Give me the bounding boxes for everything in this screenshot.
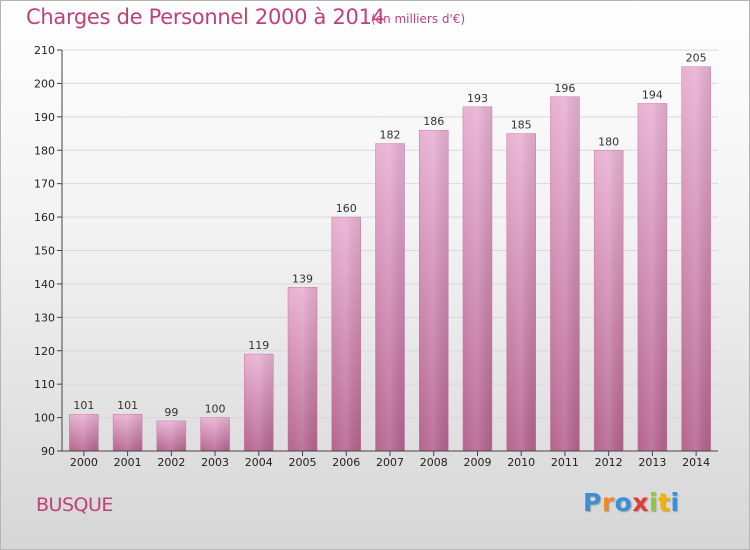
x-tick-label: 2004 <box>245 456 273 469</box>
bar-shine <box>244 354 274 451</box>
logo-letter: t <box>658 488 671 517</box>
y-tick-label: 190 <box>34 111 55 124</box>
chart-subtitle: (en milliers d'€) <box>371 12 466 26</box>
y-tick-label: 210 <box>34 44 55 57</box>
data-label: 186 <box>423 115 444 128</box>
y-tick-label: 150 <box>34 245 55 258</box>
commune-name: BUSQUE <box>36 494 113 516</box>
bar-shine <box>288 287 318 451</box>
data-label: 100 <box>205 403 226 416</box>
data-label: 119 <box>248 339 269 352</box>
y-tick-label: 120 <box>34 345 55 358</box>
data-label: 180 <box>598 135 619 148</box>
bar-shine <box>200 417 230 451</box>
x-tick-label: 2010 <box>507 456 535 469</box>
data-label: 101 <box>73 399 94 412</box>
x-tick-label: 2005 <box>289 456 317 469</box>
bar-shine <box>419 130 449 451</box>
y-tick-label: 180 <box>34 144 55 157</box>
data-label: 160 <box>336 202 357 215</box>
x-tick-label: 2002 <box>157 456 185 469</box>
bar-shine <box>637 103 667 451</box>
logo-letter: i <box>670 488 680 517</box>
logo-letter: P <box>583 488 602 517</box>
bar-shine <box>550 96 580 452</box>
x-tick-label: 2009 <box>463 456 491 469</box>
y-tick-label: 90 <box>41 445 55 458</box>
bar-shine <box>375 143 405 452</box>
x-tick-label: 2000 <box>70 456 98 469</box>
y-tick-label: 200 <box>34 77 55 90</box>
y-tick-label: 130 <box>34 311 55 324</box>
bar-shine <box>113 414 143 451</box>
y-tick-label: 100 <box>34 412 55 425</box>
y-tick-label: 170 <box>34 178 55 191</box>
bar-shine <box>506 133 536 451</box>
x-tick-label: 2007 <box>376 456 404 469</box>
data-label: 99 <box>164 406 178 419</box>
data-label: 194 <box>642 88 663 101</box>
bar-shine <box>156 420 186 451</box>
bars <box>69 66 711 452</box>
logo-letter: o <box>614 488 633 517</box>
x-tick-label: 2011 <box>551 456 579 469</box>
data-label: 193 <box>467 92 488 105</box>
data-label: 205 <box>686 52 707 65</box>
data-label: 139 <box>292 272 313 285</box>
data-label: 182 <box>380 129 401 142</box>
data-label: 196 <box>554 82 575 95</box>
logo-letter: r <box>601 488 615 517</box>
x-tick-label: 2012 <box>595 456 623 469</box>
data-label: 101 <box>117 399 138 412</box>
bar-shine <box>331 217 361 451</box>
bar-shine <box>462 106 492 451</box>
y-tick-label: 110 <box>34 378 55 391</box>
x-tick-label: 2008 <box>420 456 448 469</box>
proxiti-logo: Proxiti <box>583 488 680 517</box>
data-label: 185 <box>511 119 532 132</box>
x-tick-label: 2013 <box>638 456 666 469</box>
bar-shine <box>69 414 99 451</box>
y-tick-label: 160 <box>34 211 55 224</box>
logo-letter: i <box>649 488 659 517</box>
x-tick-label: 2003 <box>201 456 229 469</box>
x-tick-label: 2014 <box>682 456 710 469</box>
x-tick-label: 2006 <box>332 456 360 469</box>
x-tick-label: 2001 <box>114 456 142 469</box>
bar-shine <box>594 150 624 451</box>
axes: 90 100 110 120 130 140 150 160 170 180 190 200 210 20… <box>34 44 718 469</box>
y-tick-label: 140 <box>34 278 55 291</box>
logo-letter: x <box>632 488 649 517</box>
bar-shine <box>681 66 711 451</box>
labels: 101 101 99 100 119 139 160 182 186 193 185 196 180 19… <box>73 52 706 419</box>
chart-title: Charges de Personnel 2000 à 2014 <box>26 5 385 29</box>
